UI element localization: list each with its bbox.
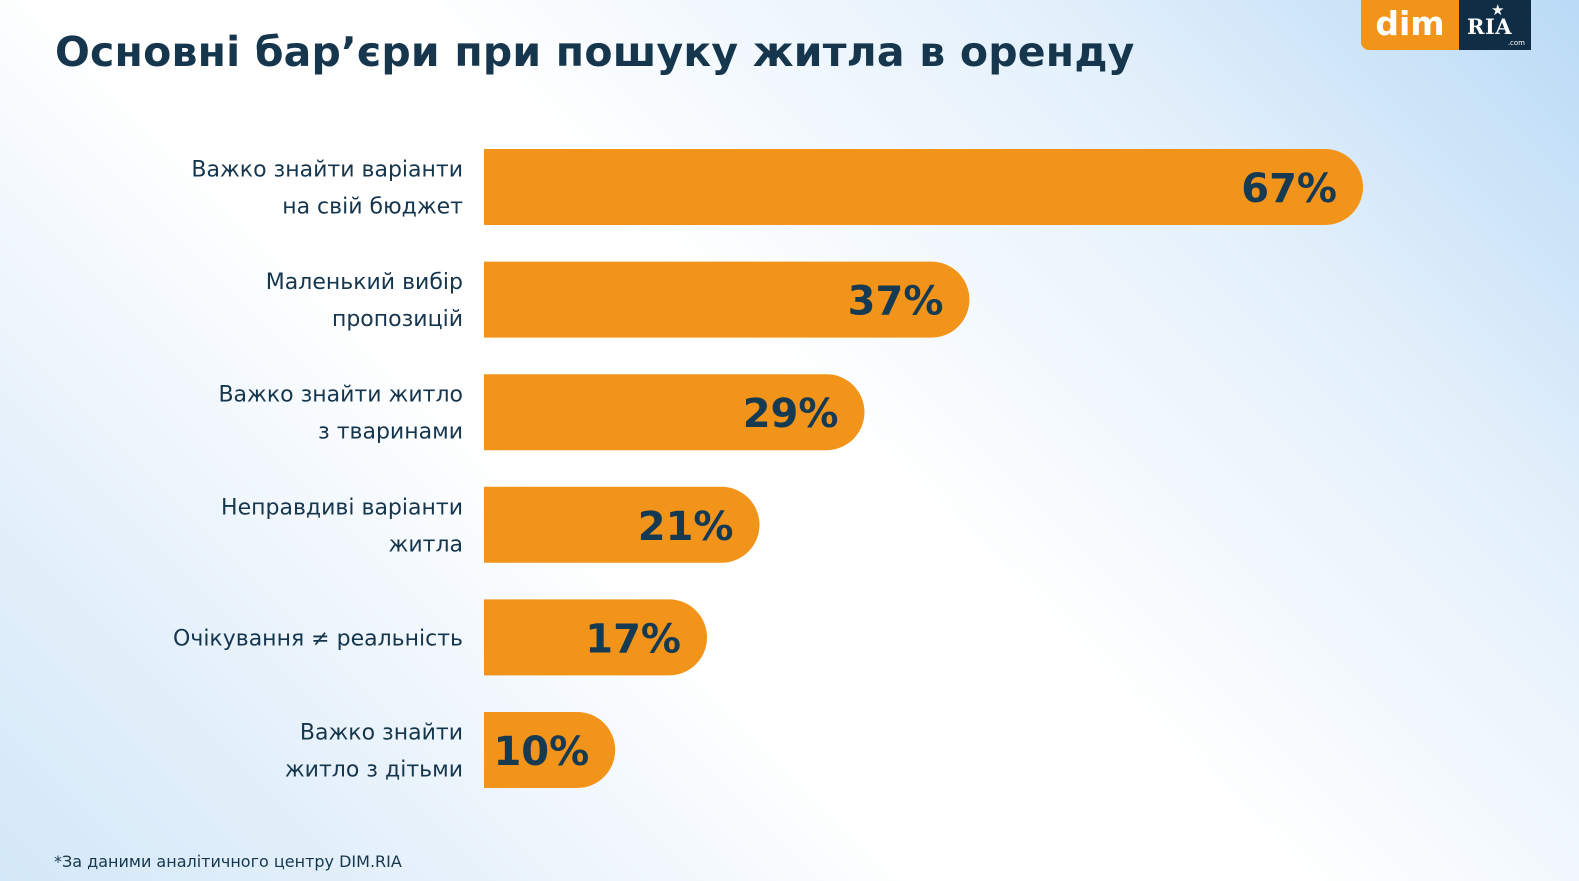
bar-value-label: 21% [638,504,734,550]
category-label-line: пропозицій [332,307,463,332]
bar [484,486,760,563]
category-label: Важко знайти житло з дітьми [285,721,463,783]
category-label: Неправдиві варіанти житла [221,495,463,557]
category-label-line: житла [389,532,463,557]
bar-value-label: 29% [743,391,839,437]
category-label-line: Важко знайти [300,721,463,746]
dim-logo-text: dim [1361,0,1459,50]
ria-logo-suffix: .com [1507,39,1525,47]
category-label-line: на свій бюджет [282,195,463,220]
bar-value-label: 17% [585,616,681,662]
ria-logo-text: RIA [1467,14,1513,39]
category-label: Очікування ≠ реальність [173,626,463,651]
dim-ria-logo: dim ★ RIA .com [1361,0,1531,50]
bar [484,374,865,451]
category-label: Важко знайти варіанти на свій бюджет [191,158,463,220]
bar-value-label: 67% [1241,166,1337,212]
bar [484,712,616,788]
category-label-line: Маленький вибір [266,270,463,295]
category-label-line: житло з дітьми [285,758,463,783]
bar [484,261,970,338]
category-label-line: з тваринами [318,420,463,445]
ria-logo: ★ RIA .com [1459,0,1531,50]
category-label-line: Важко знайти варіанти [191,158,463,183]
star-icon: ★ [1491,1,1505,19]
bar [484,599,708,676]
bar [484,149,1363,225]
category-label: Маленький вибір пропозицій [266,270,463,332]
bar-value-label: 37% [848,279,944,325]
category-label-line: Важко знайти житло [218,383,463,408]
category-label-line: Очікування ≠ реальність [173,626,463,651]
bar-value-label: 10% [493,729,589,775]
category-label: Важко знайти житло з тваринами [218,383,463,445]
page-title: Основні бар’єри при пошуку житла в оренд… [55,28,1135,76]
category-label-line: Неправдиві варіанти [221,495,463,520]
source-footnote: *За даними аналітичного центру DIM.RIA [54,852,402,871]
